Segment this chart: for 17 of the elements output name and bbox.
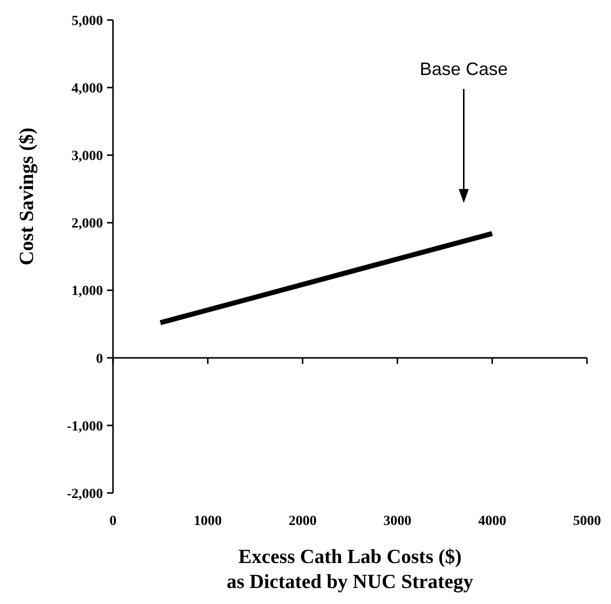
x-axis-title: Excess Cath Lab Costs ($) as Dictated by NUC Strategy (226, 546, 474, 593)
x-tick-label: 5000 (573, 514, 601, 529)
x-tick-label: 4000 (478, 514, 506, 529)
y-tick-label: 4,000 (72, 81, 103, 96)
y-tick-label: 5,000 (72, 14, 103, 29)
x-tick-label: 3000 (383, 514, 412, 529)
x-tick-label: 2000 (288, 514, 317, 529)
y-tick-label: 0 (96, 352, 103, 367)
x-tick-label: 0 (110, 514, 116, 529)
y-axis-title: Cost Savings ($) (16, 128, 38, 266)
y-tick-label: 3,000 (72, 149, 103, 164)
y-tick-label: -1,000 (66, 419, 103, 434)
y-tick-label: -2,000 (66, 486, 103, 502)
x-tick-label: 1000 (194, 514, 222, 529)
annotation: Base Case (420, 59, 508, 79)
y-tick-label: 2,000 (72, 216, 103, 232)
y-tick-label: 1,000 (72, 284, 103, 300)
